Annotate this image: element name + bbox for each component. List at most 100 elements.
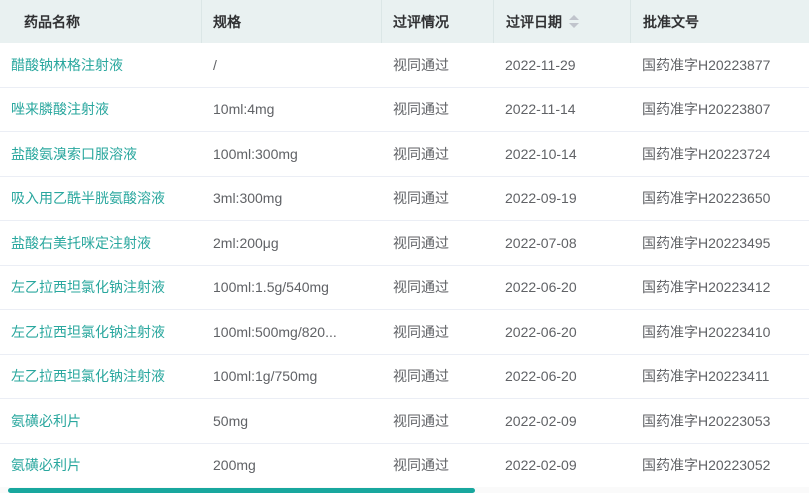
sort-descending-icon[interactable] [569,23,579,28]
column-header-label: 药品名称 [24,13,80,30]
drug-name-cell: 氨磺必利片 [0,444,202,488]
table-header-row: 药品名称 规格 过评情况 过评日期 批准文号 [0,0,809,43]
status-cell-text: 视同通过 [393,323,449,340]
date-cell-text: 2022-06-20 [505,279,577,296]
spec-cell-text: / [213,56,217,73]
spec-cell-text: 100ml:300mg [213,145,298,162]
table-row: 醋酸钠林格注射液 / 视同通过 2022-11-29 国药准字H20223877 [0,43,809,88]
table-row: 吸入用乙酰半胱氨酸溶液 3ml:300mg 视同通过 2022-09-19 国药准字H2… [0,176,809,221]
drug-name-cell: 吸入用乙酰半胱氨酸溶液 [0,177,202,221]
drug-name-cell-text[interactable]: 盐酸氨溴索口服溶液 [11,145,137,162]
status-cell: 视同通过 [382,399,494,443]
status-cell-text: 视同通过 [393,190,449,207]
approval-number-cell-text: 国药准字H20223724 [642,145,771,162]
table-row: 左乙拉西坦氯化钠注射液 100ml:1.5g/540mg 视同通过 2022-06-2… [0,265,809,310]
status-cell: 视同通过 [382,43,494,87]
date-cell-text: 2022-02-09 [505,457,577,474]
spec-cell: 10ml:4mg [202,88,382,132]
approval-number-cell: 国药准字H20223877 [631,43,809,87]
drug-name-cell-text[interactable]: 氨磺必利片 [11,457,81,474]
column-header-spec: 规格 [202,0,382,43]
status-cell: 视同通过 [382,310,494,354]
drug-name-cell-text[interactable]: 左乙拉西坦氯化钠注射液 [11,323,165,340]
table-row: 氨磺必利片 50mg 视同通过 2022-02-09 国药准字H20223053 [0,399,809,444]
approval-number-cell: 国药准字H20223053 [631,399,809,443]
sort-caret-icon[interactable] [569,15,579,28]
spec-cell-text: 200mg [213,457,256,474]
approval-number-cell: 国药准字H20223495 [631,221,809,265]
drug-name-cell: 左乙拉西坦氯化钠注射液 [0,266,202,310]
spec-cell: 3ml:300mg [202,177,382,221]
date-cell-text: 2022-11-14 [505,101,576,118]
spec-cell-text: 10ml:4mg [213,101,275,118]
status-cell: 视同通过 [382,266,494,310]
approval-number-cell: 国药准字H20223410 [631,310,809,354]
spec-cell: 100ml:500mg/820... [202,310,382,354]
drug-name-cell-text[interactable]: 唑来膦酸注射液 [11,101,109,118]
column-header-status: 过评情况 [382,0,494,43]
spec-cell-text: 3ml:300mg [213,190,283,207]
spec-cell: 100ml:1.5g/540mg [202,266,382,310]
drug-name-cell-text[interactable]: 氨磺必利片 [11,412,81,429]
date-cell: 2022-02-09 [494,444,631,488]
horizontal-scrollbar-thumb[interactable] [8,487,475,493]
approval-number-cell-text: 国药准字H20223412 [642,279,771,296]
approval-number-cell-text: 国药准字H20223411 [642,368,770,385]
spec-cell: 200mg [202,444,382,488]
status-cell: 视同通过 [382,444,494,488]
approval-number-cell-text: 国药准字H20223052 [642,457,771,474]
approval-number-cell-text: 国药准字H20223877 [642,56,771,73]
approval-number-cell: 国药准字H20223412 [631,266,809,310]
date-cell-text: 2022-10-14 [505,145,577,162]
date-cell: 2022-06-20 [494,266,631,310]
status-cell-text: 视同通过 [393,234,449,251]
date-cell-text: 2022-02-09 [505,412,577,429]
spec-cell-text: 100ml:500mg/820... [213,323,337,340]
drug-name-cell-text[interactable]: 吸入用乙酰半胱氨酸溶液 [11,190,165,207]
drug-name-cell-text[interactable]: 左乙拉西坦氯化钠注射液 [11,279,165,296]
date-cell: 2022-06-20 [494,355,631,399]
drug-name-cell-text[interactable]: 左乙拉西坦氯化钠注射液 [11,368,165,385]
date-cell-text: 2022-06-20 [505,368,577,385]
date-cell: 2022-10-14 [494,132,631,176]
spec-cell: 100ml:1g/750mg [202,355,382,399]
approval-number-cell-text: 国药准字H20223650 [642,190,771,207]
spec-cell: 50mg [202,399,382,443]
sort-ascending-icon[interactable] [569,15,579,20]
approval-number-cell-text: 国药准字H20223495 [642,234,771,251]
column-header-label: 批准文号 [643,13,699,30]
approval-number-cell: 国药准字H20223724 [631,132,809,176]
status-cell-text: 视同通过 [393,56,449,73]
date-cell: 2022-02-09 [494,399,631,443]
table-row: 左乙拉西坦氯化钠注射液 100ml:500mg/820... 视同通过 2022-06… [0,310,809,355]
status-cell: 视同通过 [382,177,494,221]
spec-cell: / [202,43,382,87]
drug-name-cell: 盐酸右美托咪定注射液 [0,221,202,265]
spec-cell: 2ml:200μg [202,221,382,265]
approval-number-cell-text: 国药准字H20223053 [642,412,771,429]
table-row: 盐酸氨溴索口服溶液 100ml:300mg 视同通过 2022-10-14 国药准字H2… [0,132,809,177]
date-cell: 2022-07-08 [494,221,631,265]
column-header-date[interactable]: 过评日期 [494,0,631,43]
status-cell: 视同通过 [382,88,494,132]
approval-number-cell-text: 国药准字H20223807 [642,101,771,118]
drug-name-cell: 唑来膦酸注射液 [0,88,202,132]
drug-name-cell-text[interactable]: 盐酸右美托咪定注射液 [11,234,151,251]
horizontal-scrollbar[interactable] [0,487,809,493]
date-cell-text: 2022-09-19 [505,190,577,207]
status-cell-text: 视同通过 [393,412,449,429]
drug-name-cell: 左乙拉西坦氯化钠注射液 [0,310,202,354]
approval-number-cell: 国药准字H20223411 [631,355,809,399]
column-header-label: 过评情况 [393,13,449,30]
approval-number-cell: 国药准字H20223052 [631,444,809,488]
status-cell-text: 视同通过 [393,101,449,118]
table-row: 唑来膦酸注射液 10ml:4mg 视同通过 2022-11-14 国药准字H202238… [0,87,809,132]
date-cell: 2022-11-14 [494,88,631,132]
spec-cell: 100ml:300mg [202,132,382,176]
approval-number-cell: 国药准字H20223807 [631,88,809,132]
column-header-approval: 批准文号 [631,0,809,43]
date-cell: 2022-06-20 [494,310,631,354]
drug-name-cell-text[interactable]: 醋酸钠林格注射液 [11,56,123,73]
drug-name-cell: 氨磺必利片 [0,399,202,443]
